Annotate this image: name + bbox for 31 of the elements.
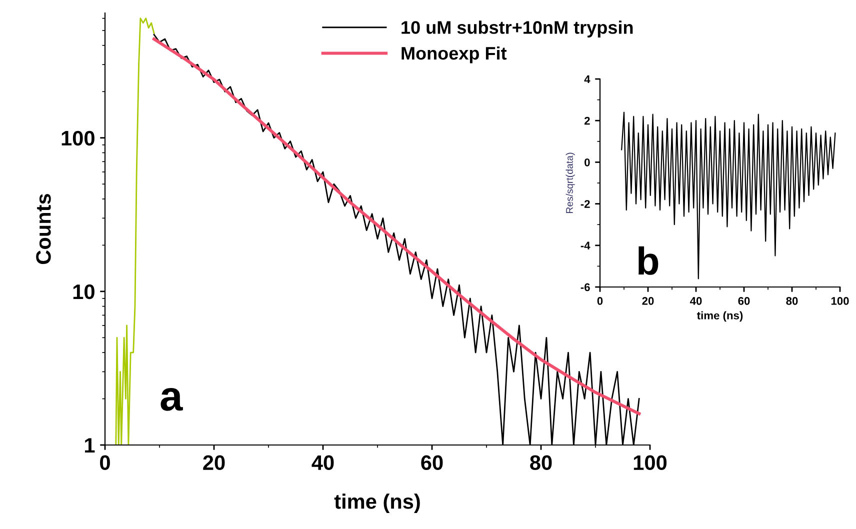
x-tick-label: 0 bbox=[597, 297, 603, 305]
y-axis-title: Res/sqrt(data) bbox=[566, 152, 575, 213]
legend-label: Monoexp Fit bbox=[402, 46, 507, 64]
x-axis-title: time (ns) bbox=[696, 311, 743, 322]
y-tick-label: -6 bbox=[580, 283, 590, 292]
x-tick-label: 80 bbox=[530, 455, 552, 470]
y-tick-label: -2 bbox=[580, 200, 590, 208]
y-tick-label: 4 bbox=[584, 75, 590, 84]
y-axis-title: Counts bbox=[36, 194, 51, 264]
x-tick-label: 80 bbox=[786, 297, 798, 305]
annotation: b bbox=[638, 246, 658, 275]
x-tick-label: 60 bbox=[421, 455, 443, 470]
x-tick-label: 20 bbox=[642, 297, 654, 305]
x-tick-label: 100 bbox=[831, 297, 849, 305]
y-tick-label: -4 bbox=[580, 242, 590, 250]
y-tick-label: 2 bbox=[584, 116, 590, 125]
y-tick-label: 100 bbox=[62, 130, 94, 146]
x-tick-label: 100 bbox=[634, 455, 667, 470]
y-tick-label: 1 bbox=[85, 438, 95, 453]
x-tick-label: 40 bbox=[312, 455, 334, 470]
x-axis-title: time (ns) bbox=[334, 494, 420, 514]
x-tick-label: 0 bbox=[100, 455, 110, 470]
x-tick-label: 20 bbox=[203, 455, 225, 470]
y-tick-label: 10 bbox=[73, 284, 94, 300]
y-tick-label: 0 bbox=[584, 158, 590, 166]
line-series bbox=[621, 112, 836, 280]
annotation: a bbox=[160, 388, 183, 411]
line-series bbox=[115, 18, 155, 445]
legend-label: 10 uM substr+10nM trypsin bbox=[402, 20, 633, 38]
x-tick-label: 40 bbox=[690, 297, 702, 305]
x-tick-label: 60 bbox=[738, 297, 750, 305]
